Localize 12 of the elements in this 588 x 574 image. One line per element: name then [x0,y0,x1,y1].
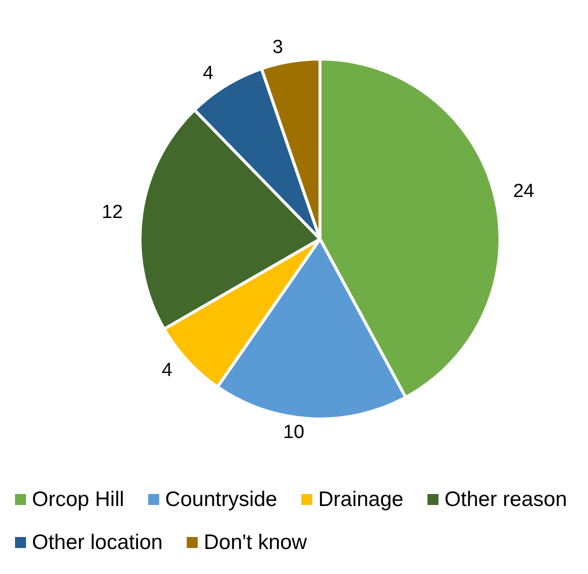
data-label: 24 [513,180,535,202]
legend-label: Other location [32,531,163,554]
data-label: 4 [202,63,214,84]
legend-label: Other reason [444,488,568,511]
legend-label: Don't know [204,531,308,554]
data-label: 3 [272,37,284,58]
legend-label: Orcop Hill [32,488,124,511]
legend-label: Drainage [318,488,404,511]
legend-label: Countryside [165,488,278,511]
data-label: 12 [102,202,123,223]
data-label: 10 [283,422,304,444]
data-label: 4 [162,360,173,381]
